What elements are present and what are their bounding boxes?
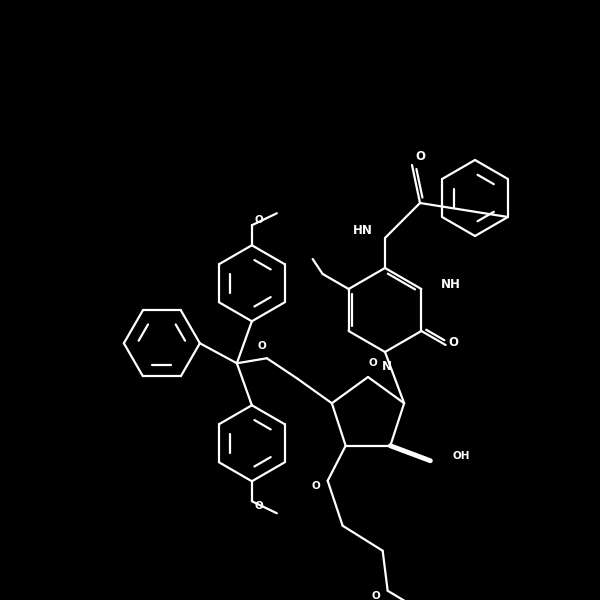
Text: O: O: [254, 215, 263, 225]
Text: O: O: [311, 481, 320, 491]
Text: NH: NH: [442, 277, 461, 290]
Text: O: O: [415, 151, 425, 163]
Text: O: O: [371, 591, 380, 600]
Text: O: O: [254, 501, 263, 511]
Text: N: N: [382, 361, 392, 373]
Text: OH: OH: [452, 451, 470, 461]
Text: O: O: [257, 341, 266, 351]
Text: HN: HN: [353, 223, 373, 236]
Text: O: O: [449, 335, 458, 349]
Text: O: O: [368, 358, 377, 368]
